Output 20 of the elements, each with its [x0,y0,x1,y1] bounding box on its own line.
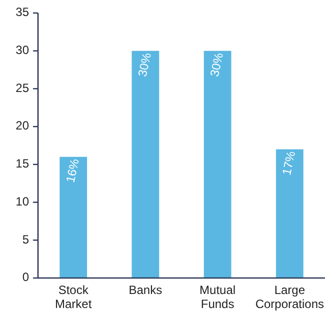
x-tick-label: Mutual Funds [200,283,236,311]
x-tick-label: Stock Market [54,283,92,311]
data-label: 16% [63,157,82,184]
x-tick-label: Banks [128,283,162,297]
data-label: 30% [135,51,154,78]
bar [204,50,232,278]
y-tick-label: 30 [16,43,30,58]
y-tick-label: 0 [22,270,30,284]
data-label: 17% [280,150,298,176]
y-tick-label: 15 [16,156,30,171]
y-tick-label: 35 [16,5,30,20]
y-tick-label: 25 [16,80,30,95]
y-tick-label: 20 [16,118,30,133]
data-label: 30% [207,51,226,78]
x-tick-label: Large Corporations [255,283,324,311]
bar [60,156,88,278]
bar [276,149,304,278]
y-tick-label: 10 [16,194,30,208]
bar [132,50,160,278]
y-tick-label: 5 [22,232,30,246]
